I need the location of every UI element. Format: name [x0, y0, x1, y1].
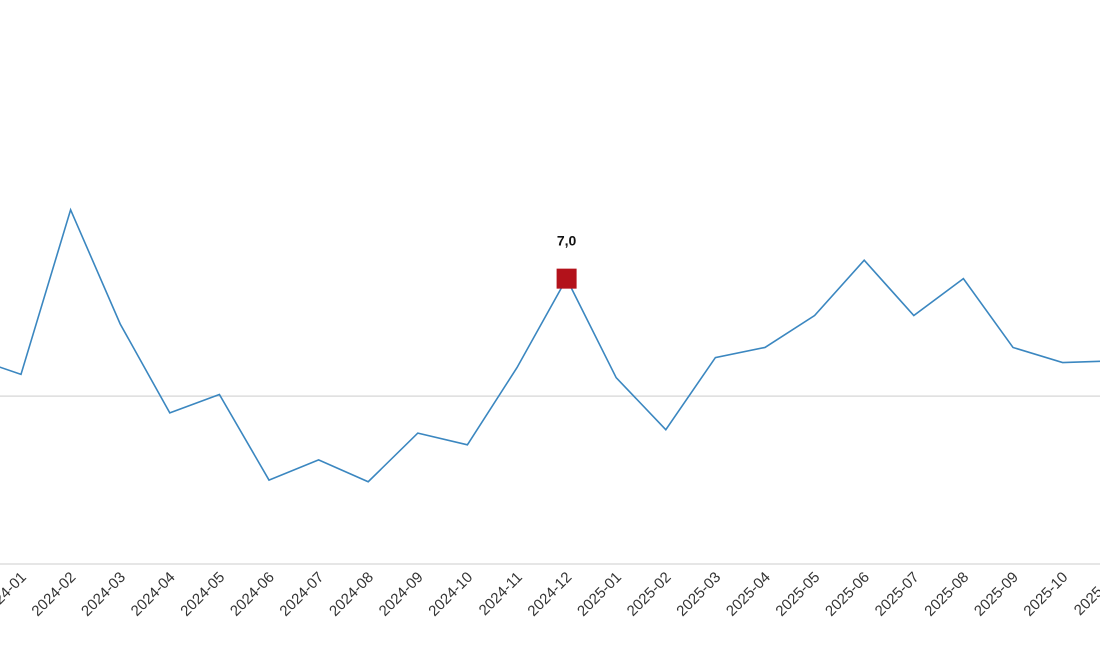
x-tick-label: 2025-01	[574, 569, 625, 620]
x-tick-label: 2024-04	[128, 569, 179, 620]
x-tick-label: 2024-01	[0, 569, 30, 620]
x-tick-label: 2025-03	[673, 569, 724, 620]
x-tick-label: 2025-02	[624, 569, 675, 620]
x-tick-label: 2025-10	[1020, 569, 1071, 620]
x-tick-label: 2025-09	[971, 569, 1022, 620]
x-tick-label: 2024-06	[227, 569, 278, 620]
x-tick-label: 2025-06	[822, 569, 873, 620]
x-tick-label: 2024-02	[28, 569, 79, 620]
x-tick-label: 2024-03	[78, 569, 129, 620]
x-tick-label: 2024-05	[177, 569, 228, 620]
x-tick-label: 2024-07	[276, 569, 327, 620]
highlight-marker	[556, 268, 577, 289]
x-tick-label: 2024-10	[425, 569, 476, 620]
x-tick-label: 2024-09	[376, 569, 427, 620]
x-tick-label: 2024-12	[524, 569, 575, 620]
x-tick-label: 2024-11	[476, 569, 526, 619]
x-tick-label: 2024-08	[326, 569, 377, 620]
x-tick-label: 2025-07	[872, 569, 923, 620]
line	[0, 207, 1100, 483]
data-label: 7,0	[557, 233, 577, 249]
x-tick-label: 2025-05	[772, 569, 823, 620]
x-tick-label: 2025-04	[723, 569, 774, 620]
x-tick-label: 2025-11	[1071, 569, 1100, 619]
x-tick-label: 2025-08	[921, 569, 972, 620]
